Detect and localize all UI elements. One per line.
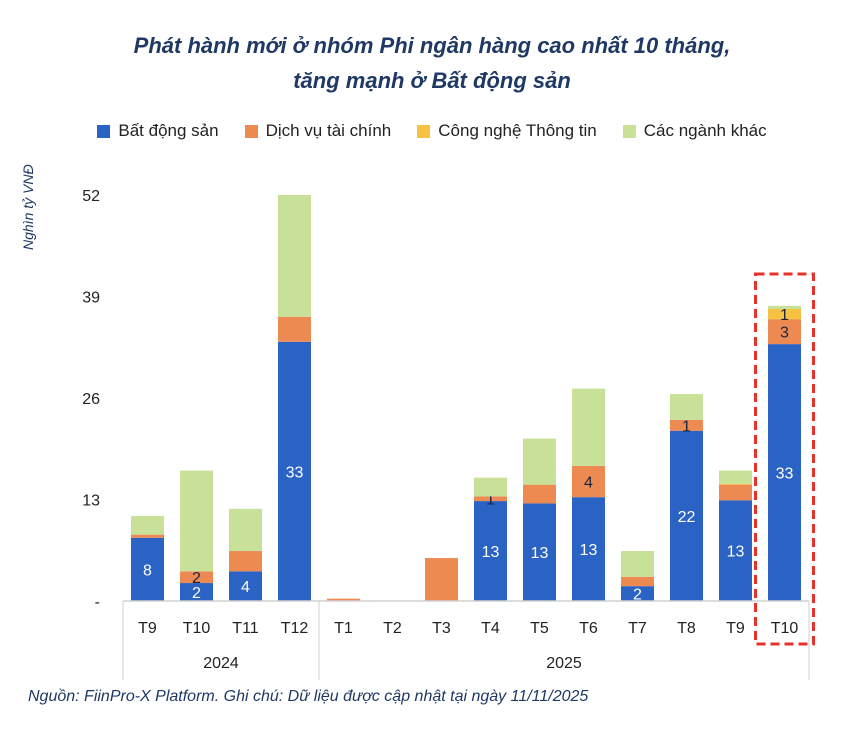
source-note: Nguồn: FiinPro-X Platform. Ghi chú: Dữ l… — [28, 688, 589, 705]
data-label: 1 — [486, 492, 495, 509]
bar-segment — [670, 394, 703, 420]
data-label: 13 — [531, 545, 549, 562]
x-tick-label: T4 — [481, 620, 500, 637]
bar-segment — [180, 583, 213, 601]
data-label: 8 — [143, 562, 152, 579]
data-label: 4 — [241, 579, 250, 596]
bar-segment — [572, 465, 605, 498]
legend-item: Công nghệ Thông tin — [417, 121, 597, 141]
legend-swatch — [417, 124, 431, 138]
data-label: 33 — [286, 464, 304, 481]
bar-segment — [523, 484, 556, 504]
y-tick-label: 26 — [82, 391, 100, 408]
bar-segment — [278, 195, 311, 317]
legend-swatch — [244, 124, 258, 138]
bar-segment — [768, 319, 801, 345]
bar-segment — [474, 477, 507, 497]
bar-segment — [278, 316, 311, 342]
bar-segment — [621, 576, 654, 587]
bar-segment — [229, 508, 262, 552]
y-tick-label: 52 — [82, 188, 100, 205]
bar-segment — [131, 515, 164, 535]
legend-label: Công nghệ Thông tin — [438, 121, 597, 140]
x-tick-label: T10 — [183, 620, 211, 637]
bar-segment — [621, 586, 654, 601]
legend-swatch — [622, 124, 636, 138]
data-label: 33 — [776, 466, 794, 483]
group-label: 2025 — [546, 655, 582, 672]
bar-segment — [131, 534, 164, 538]
bar-segment — [572, 497, 605, 601]
bar-segment — [523, 438, 556, 485]
data-label: 2 — [192, 585, 201, 602]
bar-segment — [768, 305, 801, 309]
bar-segment — [229, 551, 262, 572]
legend-item: Dịch vụ tài chính — [244, 121, 392, 141]
legend: Bất động sản Dịch vụ tài chính Công nghệ T… — [0, 121, 864, 141]
x-tick-label: T5 — [530, 620, 549, 637]
y-tick-label: - — [95, 594, 100, 611]
legend-item: Các ngành khác — [622, 121, 767, 141]
data-label: 1 — [682, 418, 691, 435]
bar-segment — [180, 470, 213, 572]
data-label: 13 — [580, 542, 598, 559]
highlight-box — [754, 272, 815, 646]
bar-segment — [670, 430, 703, 601]
group-label: 2024 — [203, 655, 239, 672]
x-tick-label: T10 — [771, 620, 799, 637]
bar-segment — [719, 500, 752, 601]
data-label: 2 — [192, 570, 201, 587]
bar-segment — [719, 484, 752, 501]
x-tick-label: T7 — [628, 620, 647, 637]
legend-label: Dịch vụ tài chính — [265, 121, 392, 140]
chart-title-line-1: Phát hành mới ở nhóm Phi ngân hàng cao n… — [133, 33, 731, 58]
bar-segment — [523, 503, 556, 601]
x-tick-label: T2 — [383, 620, 402, 637]
bar-segment — [768, 308, 801, 320]
legend-swatch — [97, 124, 111, 138]
x-tick-label: T9 — [726, 620, 745, 637]
x-tick-label: T1 — [334, 620, 353, 637]
bar-segment — [768, 344, 801, 601]
bar-segment — [327, 598, 360, 601]
x-tick-label: T9 — [138, 620, 157, 637]
bar-segment — [670, 419, 703, 431]
data-label: 2 — [633, 587, 642, 604]
x-tick-label: T3 — [432, 620, 451, 637]
bar-segment — [278, 341, 311, 601]
bar-segment — [425, 558, 458, 601]
x-tick-label: T12 — [281, 620, 309, 637]
bar-segment — [572, 388, 605, 466]
data-label: 3 — [780, 325, 789, 342]
x-tick-label: T6 — [579, 620, 598, 637]
chart-title-line-2: tăng mạnh ở Bất động sản — [293, 68, 571, 93]
bar-segment — [474, 501, 507, 601]
bar-segment — [621, 551, 654, 577]
x-tick-label: T8 — [677, 620, 696, 637]
data-label: 1 — [780, 307, 789, 324]
x-tick-label: T11 — [232, 620, 258, 637]
bar-segment — [719, 483, 752, 485]
data-label: 13 — [482, 544, 500, 561]
y-tick-label: 39 — [82, 290, 100, 307]
bar-segment — [474, 496, 507, 502]
legend-item: Bất động sản — [97, 121, 219, 141]
data-label: 13 — [727, 544, 745, 561]
data-label: 4 — [584, 475, 593, 492]
legend-label: Bất động sản — [118, 121, 219, 140]
bar-segment — [131, 537, 164, 601]
y-tick-label: 13 — [82, 493, 100, 510]
legend-label: Các ngành khác — [643, 121, 767, 140]
chart-title: Phát hành mới ở nhóm Phi ngân hàng cao n… — [0, 28, 864, 98]
data-label: 22 — [678, 509, 696, 526]
bar-segment — [229, 571, 262, 601]
bar-segment — [719, 470, 752, 484]
bar-segment — [180, 571, 213, 584]
